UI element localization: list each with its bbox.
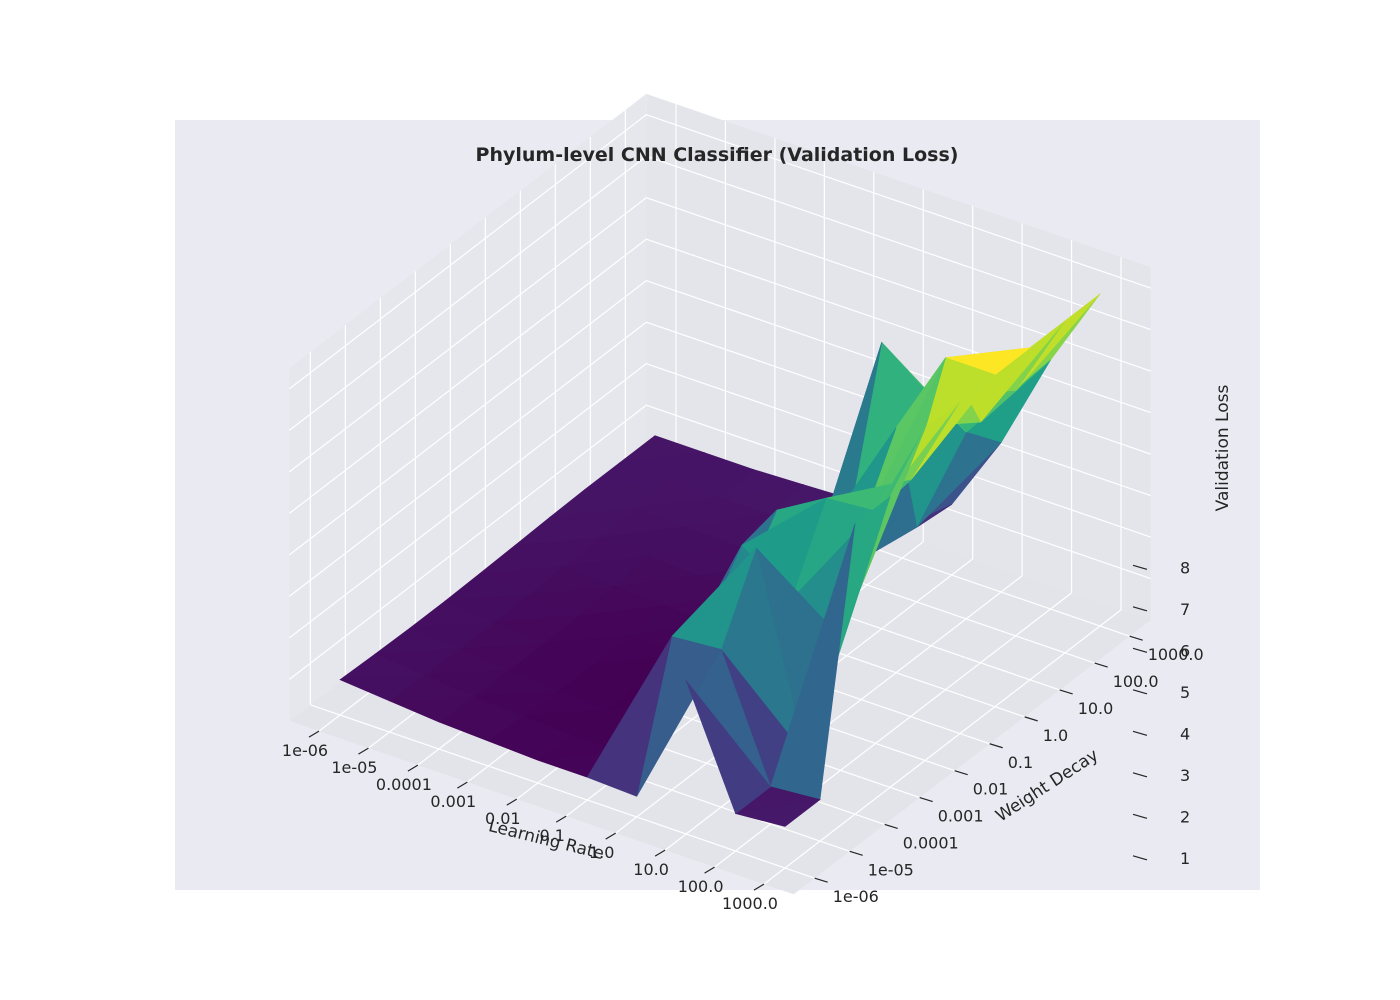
x-tick-label: 10.0	[633, 860, 669, 879]
x-tick-mark	[753, 883, 765, 891]
wall-grid-z	[288, 363, 1151, 639]
surface-face	[735, 799, 821, 827]
z-tick-mark	[1132, 855, 1148, 861]
z-tick-label: 3	[1180, 766, 1190, 785]
z-tick-mark	[1132, 564, 1148, 570]
x-tick-label: 1e-05	[331, 758, 377, 777]
y-tick-mark	[1129, 635, 1143, 641]
z-tick-mark	[1132, 772, 1148, 778]
x-tick-label: 0.1	[539, 826, 564, 845]
x-tick-label: 0.0001	[376, 775, 432, 794]
x-tick-mark	[308, 730, 320, 738]
wall-grid-z	[288, 155, 1151, 431]
chart-title: Phylum-level CNN Classifier (Validation …	[476, 144, 959, 166]
x-tick-mark	[358, 747, 369, 755]
y-tick-label: 0.001	[938, 807, 984, 826]
floor-grid-x	[763, 609, 1122, 885]
surface-face	[339, 674, 425, 702]
y-tick-label: 1e-06	[833, 887, 879, 906]
x-tick-mark	[457, 781, 468, 789]
floor-grid-x	[664, 575, 1023, 851]
y-tick-mark	[849, 850, 863, 856]
surface-plot	[339, 293, 1101, 827]
x-tick-label: 0.001	[430, 792, 476, 811]
surface-face	[438, 715, 524, 742]
z-axis-label: Validation Loss	[1213, 385, 1233, 512]
wall-grid-z	[288, 404, 1151, 680]
surface-face	[636, 649, 722, 797]
y-tick-label: 0.01	[973, 780, 1009, 799]
y-tick-label: 1e-05	[868, 860, 914, 879]
floor-grid-y	[310, 704, 815, 879]
z-tick-label: 1	[1180, 849, 1190, 868]
y-tick-label: 10.0	[1078, 699, 1114, 718]
x-tick-label: 1.0	[589, 843, 614, 862]
surface-face	[487, 735, 574, 761]
surface-face	[389, 696, 475, 723]
z-tick-mark	[1132, 689, 1148, 695]
left-wall-pane	[289, 93, 647, 721]
y-tick-mark	[884, 823, 898, 829]
z-tick-label: 7	[1180, 600, 1190, 619]
y-tick-mark	[919, 796, 933, 803]
y-tick-mark	[954, 770, 968, 776]
x-tick-mark	[506, 798, 518, 806]
wall-grid-z	[288, 114, 1151, 390]
surface-face	[685, 680, 771, 814]
z-tick-mark	[1132, 647, 1148, 653]
x-tick-mark	[407, 764, 419, 772]
z-tick-mark	[1132, 730, 1148, 736]
y-tick-label: 0.1	[1008, 753, 1033, 772]
y-tick-mark	[989, 743, 1003, 749]
x-tick-label: 100.0	[678, 877, 724, 896]
z-tick-label: 4	[1180, 724, 1190, 743]
x-tick-mark	[555, 815, 567, 823]
y-tick-mark	[814, 877, 828, 883]
x-tick-label: 1000.0	[722, 894, 778, 913]
tick-marks: 1e-061e-050.00010.0010.010.11.010.0100.0…	[282, 558, 1204, 913]
x-tick-label: 0.01	[485, 809, 521, 828]
z-tick-label: 8	[1180, 558, 1190, 577]
wall-grid-z	[288, 197, 1151, 473]
z-tick-label: 6	[1180, 641, 1190, 660]
x-tick-label: 1e-06	[282, 741, 328, 760]
z-tick-mark	[1132, 606, 1148, 612]
y-tick-label: 100.0	[1113, 672, 1159, 691]
y-tick-label: 1000.0	[1148, 645, 1204, 664]
x-tick-mark	[704, 866, 715, 874]
x-tick-mark	[654, 849, 666, 857]
z-tick-label: 5	[1180, 683, 1190, 702]
surface-face	[586, 636, 673, 797]
y-tick-label: 1.0	[1043, 726, 1068, 745]
y-tick-mark	[1024, 716, 1038, 722]
y-tick-mark	[1059, 689, 1073, 695]
y-tick-mark	[1094, 662, 1108, 668]
x-tick-mark	[605, 832, 616, 840]
z-tick-label: 2	[1180, 807, 1190, 826]
y-tick-label: 0.0001	[903, 833, 959, 852]
z-tick-mark	[1132, 813, 1148, 819]
